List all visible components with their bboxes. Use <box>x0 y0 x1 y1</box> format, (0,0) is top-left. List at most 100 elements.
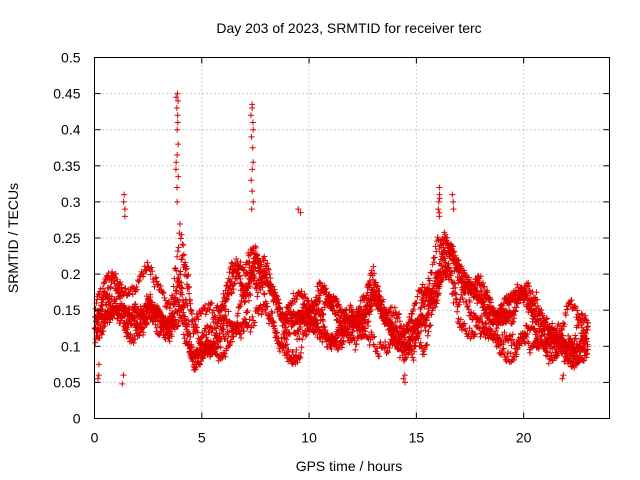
data-point <box>391 304 398 311</box>
data-point <box>265 266 272 273</box>
data-point <box>185 321 192 328</box>
data-point <box>277 306 284 313</box>
data-point <box>468 289 475 296</box>
data-point <box>430 291 437 298</box>
data-point <box>429 307 436 314</box>
data-point <box>153 324 160 331</box>
data-point <box>405 323 412 330</box>
data-point <box>475 318 482 325</box>
data-point <box>571 350 578 357</box>
data-point <box>296 318 303 325</box>
data-point <box>275 296 282 303</box>
data-point <box>422 290 429 297</box>
data-point <box>382 344 389 351</box>
x-axis-label: GPS time / hours <box>296 458 403 474</box>
data-point <box>583 335 590 342</box>
data-point <box>99 324 106 331</box>
data-point <box>121 206 128 213</box>
data-point <box>251 259 258 266</box>
data-point <box>535 319 542 326</box>
data-point <box>159 312 166 319</box>
data-point <box>330 338 337 345</box>
data-point <box>467 309 474 316</box>
data-point <box>279 339 286 346</box>
data-point <box>229 289 236 296</box>
data-point <box>311 302 318 309</box>
data-point <box>284 348 291 355</box>
y-tick-label: 0.5 <box>61 50 81 66</box>
data-point <box>293 296 300 303</box>
data-point <box>297 323 304 330</box>
data-point <box>567 335 574 342</box>
data-point <box>534 316 541 323</box>
data-point <box>398 333 405 340</box>
data-point <box>556 344 563 351</box>
data-point <box>152 305 159 312</box>
data-point <box>331 296 338 303</box>
data-point <box>366 333 373 340</box>
data-point <box>461 272 468 279</box>
data-point <box>376 287 383 294</box>
data-point <box>147 291 154 298</box>
data-point <box>400 375 407 382</box>
data-point <box>174 275 181 282</box>
data-point <box>255 264 262 271</box>
data-point <box>555 343 562 350</box>
data-point <box>110 306 117 313</box>
data-point <box>173 267 180 274</box>
data-point <box>351 324 358 331</box>
data-point <box>297 354 304 361</box>
data-point <box>412 343 419 350</box>
data-point <box>248 177 255 184</box>
data-point <box>165 320 172 327</box>
data-point <box>254 293 261 300</box>
data-point <box>251 319 258 326</box>
data-point <box>402 350 409 357</box>
data-point <box>176 296 183 303</box>
data-point <box>507 337 514 344</box>
data-point <box>99 294 106 301</box>
data-point <box>101 315 108 322</box>
data-point <box>320 318 327 325</box>
data-point <box>433 298 440 305</box>
data-point <box>280 342 287 349</box>
data-point <box>288 300 295 307</box>
data-point <box>433 273 440 280</box>
data-point <box>491 331 498 338</box>
data-point <box>369 302 376 309</box>
data-point <box>163 304 170 311</box>
data-point <box>289 322 296 329</box>
data-point <box>205 305 212 312</box>
data-point <box>119 380 126 387</box>
data-point <box>487 297 494 304</box>
data-point <box>534 296 541 303</box>
data-point <box>266 281 273 288</box>
data-point <box>160 289 167 296</box>
data-point <box>332 341 339 348</box>
data-point <box>430 254 437 261</box>
data-point <box>391 328 398 335</box>
data-point <box>230 333 237 340</box>
data-point <box>399 340 406 347</box>
data-point <box>147 301 154 308</box>
data-point <box>230 286 237 293</box>
data-point <box>411 339 418 346</box>
data-point <box>525 283 532 290</box>
data-point <box>540 325 547 332</box>
data-point <box>166 338 173 345</box>
data-point <box>171 326 178 333</box>
data-point <box>219 298 226 305</box>
data-point <box>96 334 103 341</box>
data-point <box>510 357 517 364</box>
data-point <box>478 297 485 304</box>
data-point <box>316 298 323 305</box>
data-point <box>131 301 138 308</box>
data-point <box>363 292 370 299</box>
data-point <box>559 375 566 382</box>
data-point <box>532 331 539 338</box>
data-point <box>413 299 420 306</box>
data-point <box>436 241 443 248</box>
data-point <box>163 326 170 333</box>
data-point <box>199 354 206 361</box>
data-point <box>173 184 180 191</box>
